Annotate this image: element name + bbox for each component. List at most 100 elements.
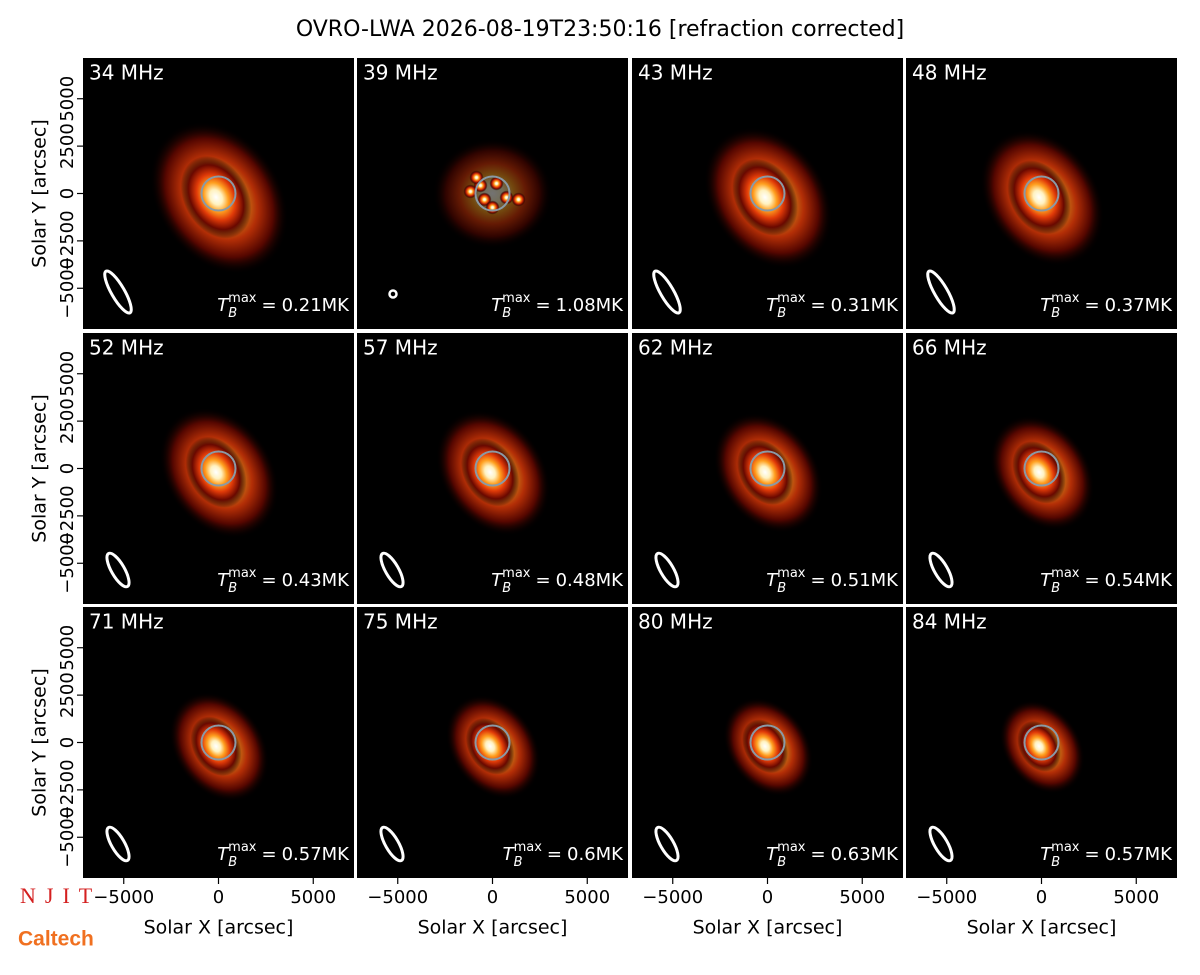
panel: 71 MHz TBmax = 0.57MK [83, 607, 354, 878]
tb-sup: max [514, 840, 543, 855]
tb-symbol: T [766, 295, 779, 316]
y-tick-label: 2500 [57, 398, 78, 444]
panel: 34 MHz TBmax = 0.21MK [83, 58, 354, 329]
x-axis-label: Solar X [arcsec] [144, 917, 294, 939]
y-tick-label: 5000 [57, 625, 78, 671]
tb-sup: max [1051, 566, 1080, 581]
tb-sub: B [228, 581, 237, 596]
panel-title: 62 MHz [638, 336, 713, 360]
panel: 43 MHz TBmax = 0.31MK [632, 58, 903, 329]
panel-title: 52 MHz [89, 336, 164, 360]
tb-sub: B [502, 581, 511, 596]
tb-eq: = [535, 570, 550, 591]
y-tick-label: 0 [57, 463, 78, 474]
tb-eq: = [810, 844, 825, 865]
y-axis-label: Solar Y [arcsec] [29, 668, 51, 816]
tb-unit: MK [322, 295, 351, 316]
tb-label: TBmax = 0.51MK [766, 566, 899, 596]
y-tick-label: −5000 [57, 807, 78, 868]
x-axis-label: Solar X [arcsec] [693, 917, 843, 939]
x-tick-label: 0 [487, 887, 498, 908]
tb-value: 0.57 [1105, 844, 1145, 865]
tb-sub: B [1051, 581, 1060, 596]
tb-sub: B [777, 581, 786, 596]
emission-core [1007, 160, 1071, 235]
x-tick-label: 5000 [839, 887, 885, 908]
tb-value: 0.37 [1105, 295, 1145, 316]
tb-unit: MK [596, 844, 625, 865]
tb-symbol: T [217, 844, 230, 865]
y-tick-label: −2500 [57, 210, 78, 271]
solar-disk [749, 724, 786, 761]
tb-label: TBmax = 0.48MK [491, 566, 624, 596]
emission-speckle [511, 192, 526, 207]
tb-unit: MK [871, 570, 900, 591]
solar-disk [474, 450, 511, 487]
tb-symbol: T [1040, 295, 1053, 316]
tb-sub: B [1051, 306, 1060, 321]
tb-unit: MK [1145, 295, 1174, 316]
tb-value: 0.51 [831, 570, 871, 591]
tb-label: TBmax = 0.54MK [1040, 566, 1173, 596]
tb-value: 0.63 [831, 844, 871, 865]
tb-label: TBmax = 0.43MK [217, 566, 350, 596]
tb-value: 0.57 [282, 844, 322, 865]
x-tick-label: 5000 [290, 887, 336, 908]
emission-core [190, 716, 242, 776]
emission-core [732, 158, 798, 236]
x-tick-label: −5000 [93, 887, 154, 908]
tb-eq: = [535, 295, 550, 316]
x-tick-label: 5000 [564, 887, 610, 908]
panel-title: 48 MHz [912, 61, 987, 85]
beam [388, 289, 398, 299]
tb-unit: MK [1145, 570, 1174, 591]
x-tick-label: −5000 [367, 887, 428, 908]
tb-unit: MK [871, 295, 900, 316]
emission-core [460, 438, 520, 507]
panel-title: 80 MHz [638, 610, 713, 634]
tb-sub: B [228, 855, 237, 870]
tb-sup: max [502, 566, 531, 581]
emission-core [180, 155, 252, 239]
y-tick-label: 0 [57, 188, 78, 199]
y-tick-label: 2500 [57, 123, 78, 169]
panel: 48 MHz TBmax = 0.37MK [906, 58, 1177, 329]
tb-unit: MK [596, 295, 625, 316]
emission-halo [432, 138, 553, 249]
solar-disk [474, 724, 511, 761]
solar-disk [200, 175, 237, 212]
tb-sup: max [777, 566, 806, 581]
tb-value: 0.21 [282, 295, 322, 316]
tb-symbol: T [1040, 570, 1053, 591]
x-tick-label: −5000 [642, 887, 703, 908]
tb-label: TBmax = 0.57MK [217, 840, 350, 870]
tb-sup: max [228, 566, 257, 581]
panel-title: 39 MHz [363, 61, 438, 85]
panel: 84 MHz TBmax = 0.57MK [906, 607, 1177, 878]
tb-eq: = [261, 844, 276, 865]
solar-disk [749, 175, 786, 212]
tb-unit: MK [322, 844, 351, 865]
tb-symbol: T [503, 844, 516, 865]
y-tick-label: −2500 [57, 759, 78, 820]
panel-title: 34 MHz [89, 61, 164, 85]
solar-disk [474, 175, 511, 212]
tb-sub: B [502, 306, 511, 321]
logo-njit: NJIT [20, 883, 101, 908]
emission-speckle [469, 170, 484, 185]
tb-value: 0.43 [282, 570, 322, 591]
tb-label: TBmax = 0.6MK [503, 840, 625, 870]
tb-eq: = [810, 295, 825, 316]
emission-speckle [489, 176, 504, 191]
panel: 75 MHz TBmax = 0.6MK [357, 607, 628, 878]
y-tick-label: −5000 [57, 258, 78, 319]
logo-caltech: Caltech [18, 928, 94, 951]
tb-value: 0.6 [567, 844, 596, 865]
tb-symbol: T [766, 844, 779, 865]
x-tick-label: 0 [1036, 887, 1047, 908]
tb-eq: = [547, 844, 562, 865]
tb-label: TBmax = 0.31MK [766, 291, 899, 321]
y-tick-label: −2500 [57, 485, 78, 546]
panel: 62 MHz TBmax = 0.51MK [632, 333, 903, 604]
tb-value: 0.48 [556, 570, 596, 591]
